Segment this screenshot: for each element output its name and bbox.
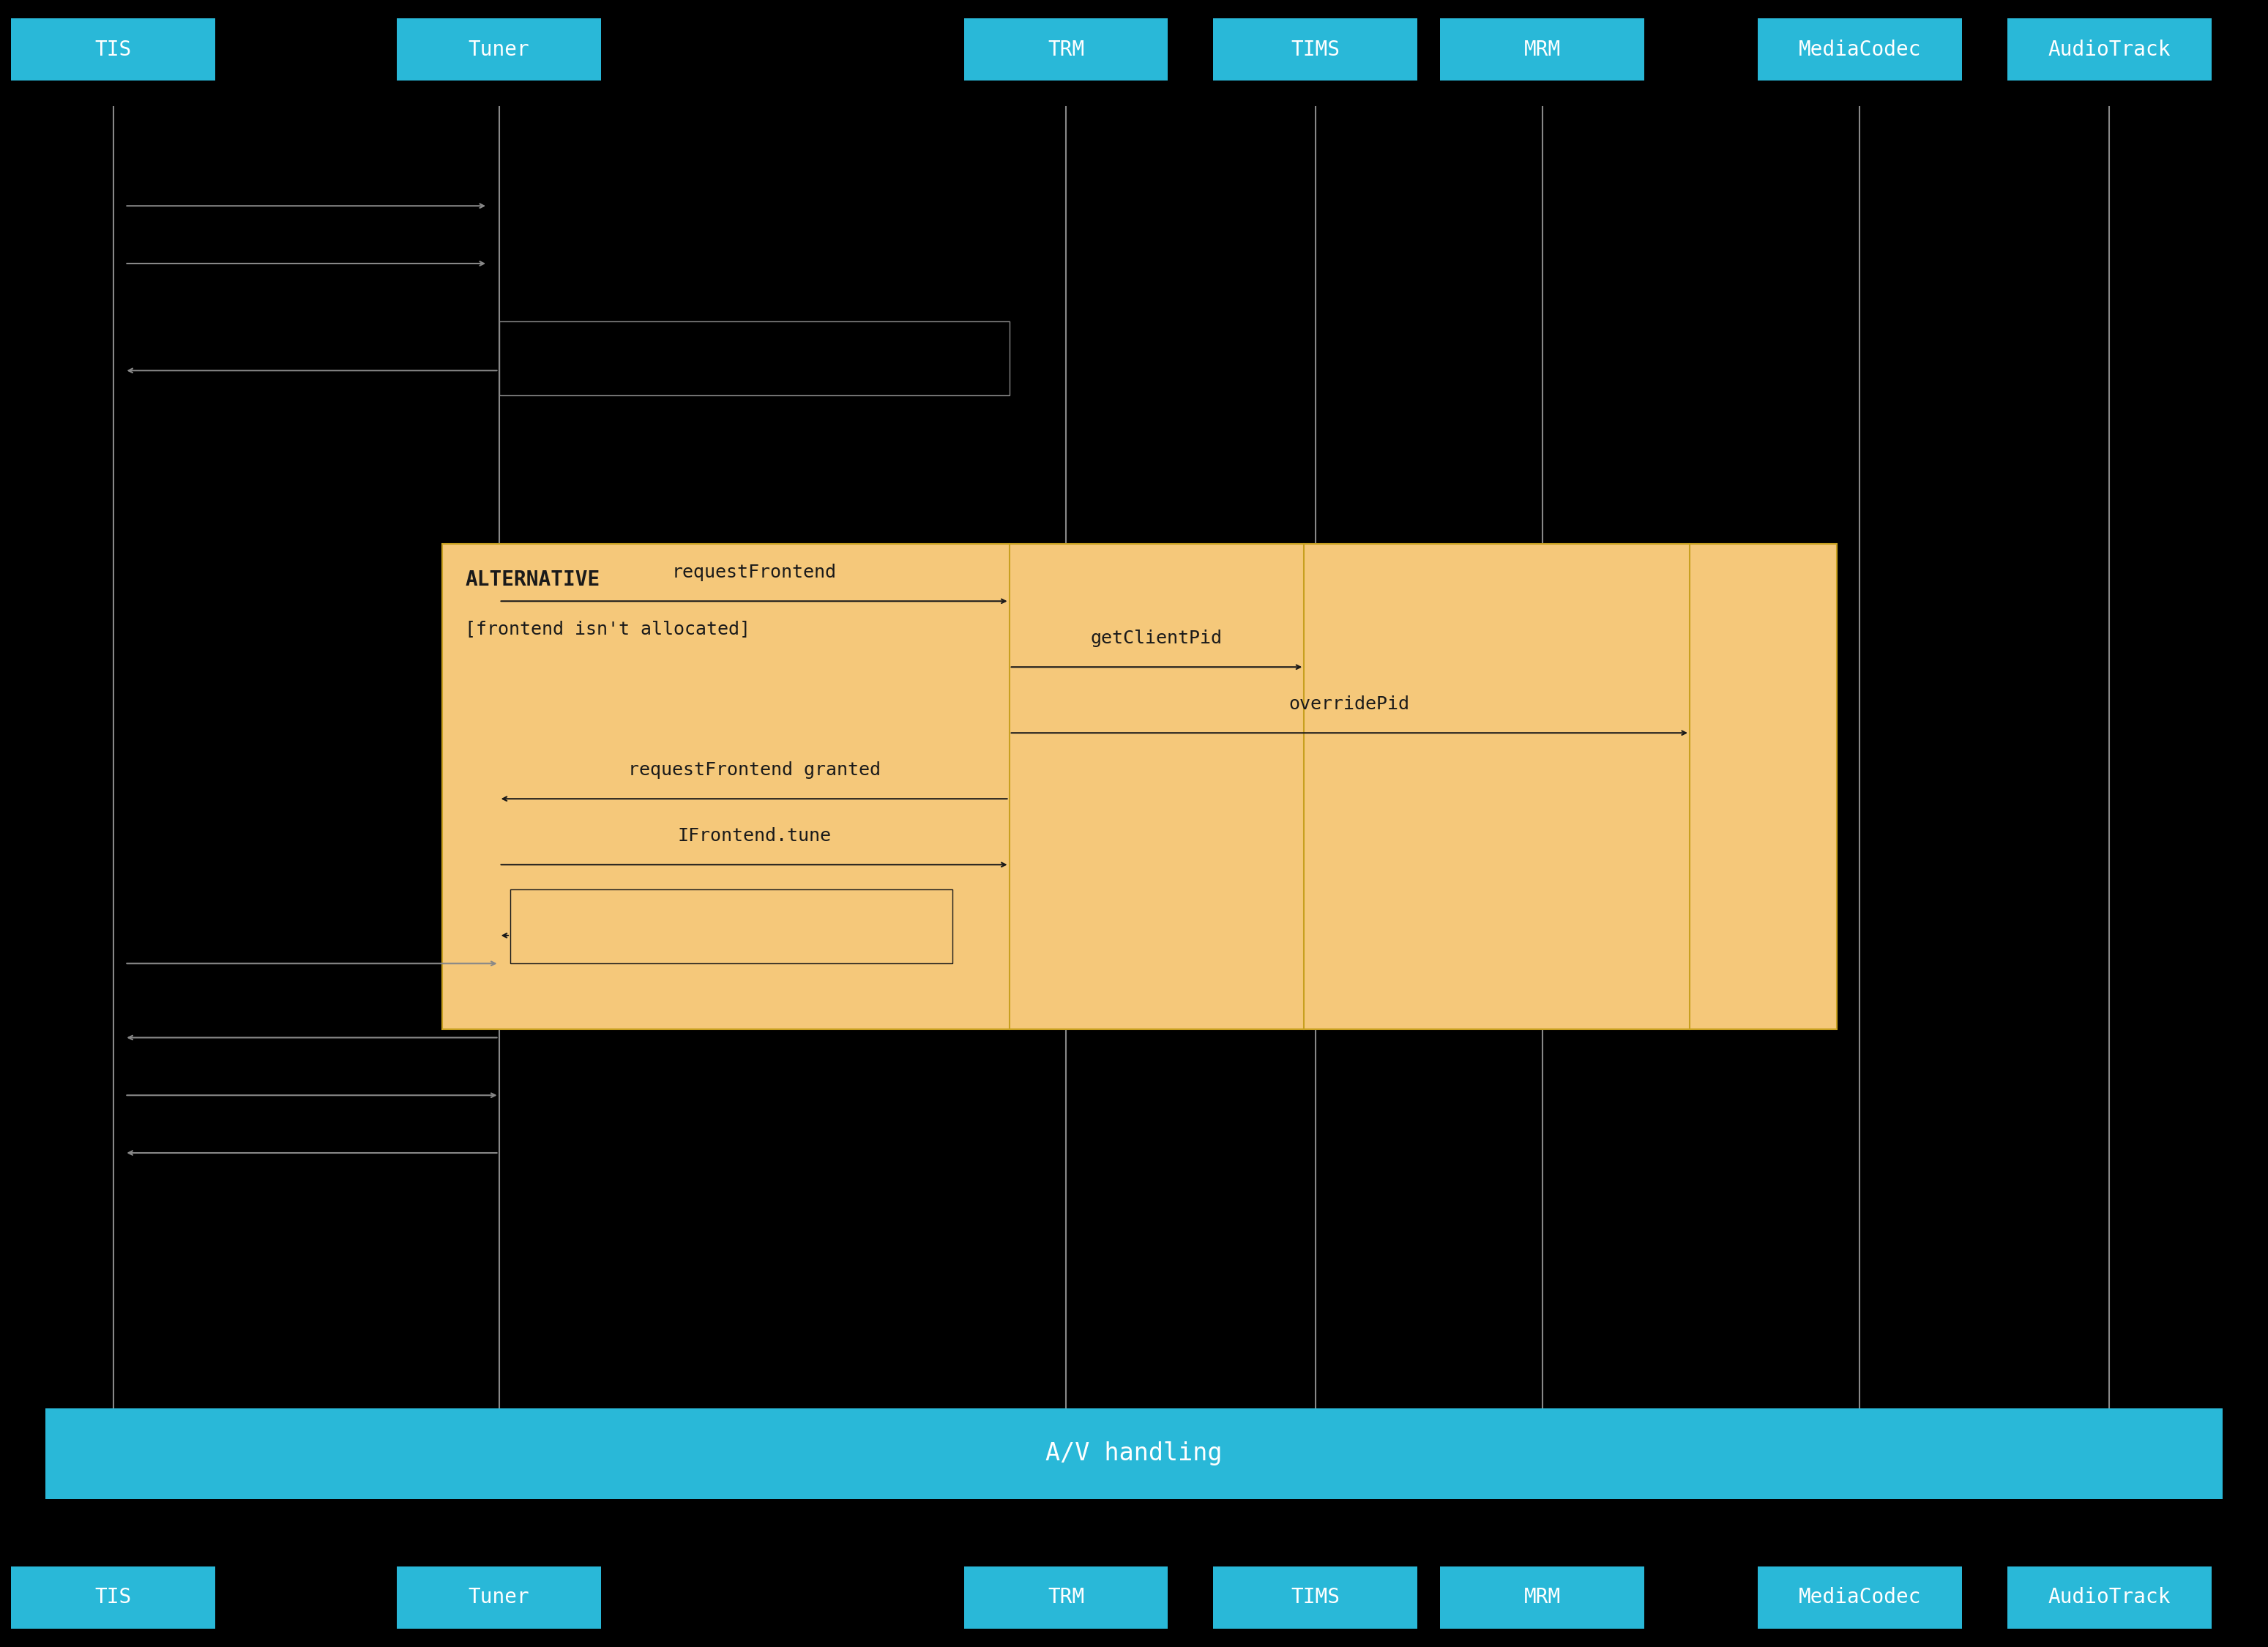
Bar — [2007, 18, 2211, 81]
Text: MediaCodec: MediaCodec — [1799, 40, 1921, 59]
Bar — [1213, 18, 1418, 81]
Text: TRM: TRM — [1048, 40, 1084, 59]
Bar — [1213, 1566, 1418, 1629]
Bar — [11, 1566, 215, 1629]
Bar — [1440, 18, 1644, 81]
Text: MRM: MRM — [1524, 1588, 1560, 1607]
Text: Tuner: Tuner — [467, 1588, 531, 1607]
Text: Tuner: Tuner — [467, 40, 531, 59]
Bar — [499, 321, 1009, 395]
Text: TIMS: TIMS — [1290, 1588, 1340, 1607]
Text: AudioTrack: AudioTrack — [2048, 1588, 2170, 1607]
Text: A/V handling: A/V handling — [1046, 1441, 1222, 1466]
Text: [frontend isn't allocated]: [frontend isn't allocated] — [465, 621, 751, 637]
Text: MRM: MRM — [1524, 40, 1560, 59]
Bar — [442, 544, 1837, 1029]
Text: TIS: TIS — [95, 40, 132, 59]
Bar — [1758, 1566, 1962, 1629]
Bar — [964, 18, 1168, 81]
Text: MediaCodec: MediaCodec — [1799, 1588, 1921, 1607]
Bar — [11, 18, 215, 81]
Bar — [510, 889, 953, 963]
Text: TIMS: TIMS — [1290, 40, 1340, 59]
Bar — [397, 18, 601, 81]
Bar — [397, 1566, 601, 1629]
Text: TRM: TRM — [1048, 1588, 1084, 1607]
Text: overridePid: overridePid — [1288, 695, 1411, 713]
Bar — [2007, 1566, 2211, 1629]
Text: IFrontend.tune: IFrontend.tune — [678, 827, 830, 845]
Bar — [1440, 1566, 1644, 1629]
Text: ALTERNATIVE: ALTERNATIVE — [465, 570, 599, 590]
Text: requestFrontend granted: requestFrontend granted — [628, 761, 880, 779]
Text: getClientPid: getClientPid — [1091, 629, 1222, 647]
Bar — [1758, 18, 1962, 81]
Text: TIS: TIS — [95, 1588, 132, 1607]
Bar — [45, 1408, 2223, 1499]
Text: AudioTrack: AudioTrack — [2048, 40, 2170, 59]
Text: requestFrontend: requestFrontend — [671, 563, 837, 581]
Bar — [964, 1566, 1168, 1629]
